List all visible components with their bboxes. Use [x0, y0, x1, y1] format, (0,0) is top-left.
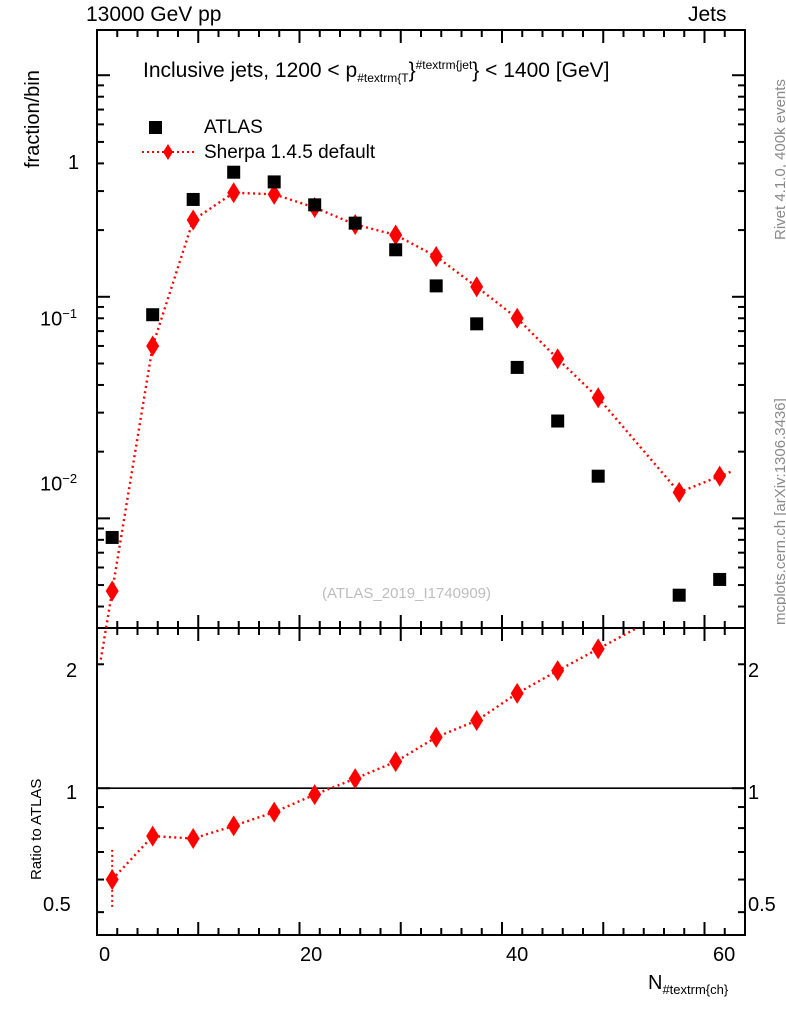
sherpa-diamond-marker [146, 335, 160, 357]
sherpa-diamond-marker [551, 348, 565, 370]
main-panel-ticks [96, 30, 746, 628]
atlas-square-marker [510, 360, 524, 374]
sherpa-series-line [99, 191, 732, 660]
main-ytick-1e-1: 10−1 [40, 306, 77, 332]
ratio-diamond-marker [510, 682, 524, 704]
ratio-ytick-2-right: 2 [748, 660, 760, 682]
sherpa-dotted-line [99, 191, 732, 660]
legend-label-atlas: ATLAS [204, 117, 263, 138]
sherpa-diamond-marker [429, 246, 443, 268]
ratio-diamond-marker [308, 784, 322, 806]
xtick-40: 40 [506, 944, 529, 966]
ratio-diamond-marker [591, 638, 605, 660]
ratio-ytick-1-left: 1 [66, 782, 78, 804]
sherpa-diamond-marker [470, 276, 484, 298]
legend: ATLAS Sherpa 1.4.5 default [142, 112, 442, 172]
atlas-square-marker [470, 317, 484, 331]
title-close-brace: } [408, 59, 416, 82]
analysis-watermark: (ATLAS_2019_I1740909) [322, 585, 492, 602]
sherpa-diamond-marker [267, 183, 281, 205]
title-superscript-jet: #textrm{jet [415, 58, 473, 72]
title-part1: Inclusive jets, 1200 < p [143, 59, 358, 82]
sherpa-diamond-marker [105, 580, 119, 602]
atlas-square-marker [146, 308, 160, 322]
ratio-series-markers [105, 638, 605, 891]
legend-label-sherpa: Sherpa 1.4.5 default [204, 142, 376, 163]
atlas-square-marker [308, 198, 322, 212]
sherpa-diamond-marker [227, 182, 241, 204]
ratio-panel-ticks [96, 628, 746, 935]
atlas-square-marker [105, 530, 119, 544]
legend-markers [142, 121, 194, 160]
ratio-diamond-marker [551, 660, 565, 682]
sherpa-diamond-marker [389, 224, 403, 246]
main-panel-frame [96, 29, 746, 629]
sherpa-diamond-marker [713, 465, 727, 487]
ratio-diamond-marker [348, 768, 362, 790]
ratio-diamond-marker [429, 726, 443, 748]
ratio-diamond-marker [146, 825, 160, 847]
header-left-label: 13000 GeV pp [86, 3, 222, 26]
atlas-square-marker [348, 216, 362, 230]
main-ytick-1e-2: 10−2 [40, 471, 77, 497]
ratio-diamond-marker [389, 751, 403, 773]
main-ytick-1e-2-base: 10 [40, 473, 63, 496]
sherpa-diamond-marker [510, 307, 524, 329]
main-ytick-1e-1-exp: −1 [62, 306, 78, 321]
atlas-square-marker [389, 243, 403, 257]
ratio-diamond-marker [267, 801, 281, 823]
title-part2: } < 1400 [GeV] [472, 59, 610, 82]
sherpa-diamond-marker [186, 209, 200, 231]
sherpa-diamond-marker [672, 481, 686, 503]
axis-frames [96, 29, 746, 936]
atlas-square-marker [227, 165, 241, 179]
main-ytick-1e-2-exp: −2 [62, 471, 78, 486]
x-axis-label: N#textrm{ch} [648, 972, 728, 997]
ratio-diamond-marker [470, 710, 484, 732]
ratio-diamond-marker [186, 827, 200, 849]
atlas-square-marker [551, 414, 565, 428]
legend-diamond-marker-icon [163, 144, 173, 160]
xtick-0: 0 [99, 944, 111, 966]
plot-title: Inclusive jets, 1200 < p#textrm{T}#textr… [143, 58, 609, 85]
x-axis-label-sub: #textrm{ch} [662, 982, 729, 997]
sherpa-diamond-marker [591, 387, 605, 409]
xtick-20: 20 [300, 944, 323, 966]
atlas-series-markers [105, 165, 727, 602]
atlas-square-marker [186, 192, 200, 206]
ratio-ytick-05-right: 0.5 [748, 894, 776, 916]
main-ytick-1-base: 1 [68, 152, 80, 174]
title-subscript-pt: #textrm{T [357, 71, 409, 86]
ratio-diamond-marker [105, 869, 119, 891]
ratio-ytick-1-right: 1 [748, 782, 760, 804]
atlas-square-marker [429, 279, 443, 293]
atlas-square-marker [713, 572, 727, 586]
atlas-square-marker [591, 469, 605, 483]
header-right-label: Jets [688, 3, 727, 26]
ratio-ytick-2-left: 2 [66, 660, 78, 682]
xtick-60: 60 [713, 944, 736, 966]
sherpa-series-markers [105, 182, 727, 602]
main-ytick-1e-1-base: 10 [40, 308, 63, 331]
ratio-panel-frame [96, 627, 746, 936]
ratio-diamond-marker [227, 815, 241, 837]
ratio-ytick-05-left: 0.5 [43, 894, 71, 916]
main-ytick-1: 1 [68, 152, 79, 175]
atlas-square-marker [672, 588, 686, 602]
x-axis-label-main: N [648, 972, 663, 994]
legend-square-marker-icon [149, 121, 162, 134]
atlas-square-marker [267, 175, 281, 189]
